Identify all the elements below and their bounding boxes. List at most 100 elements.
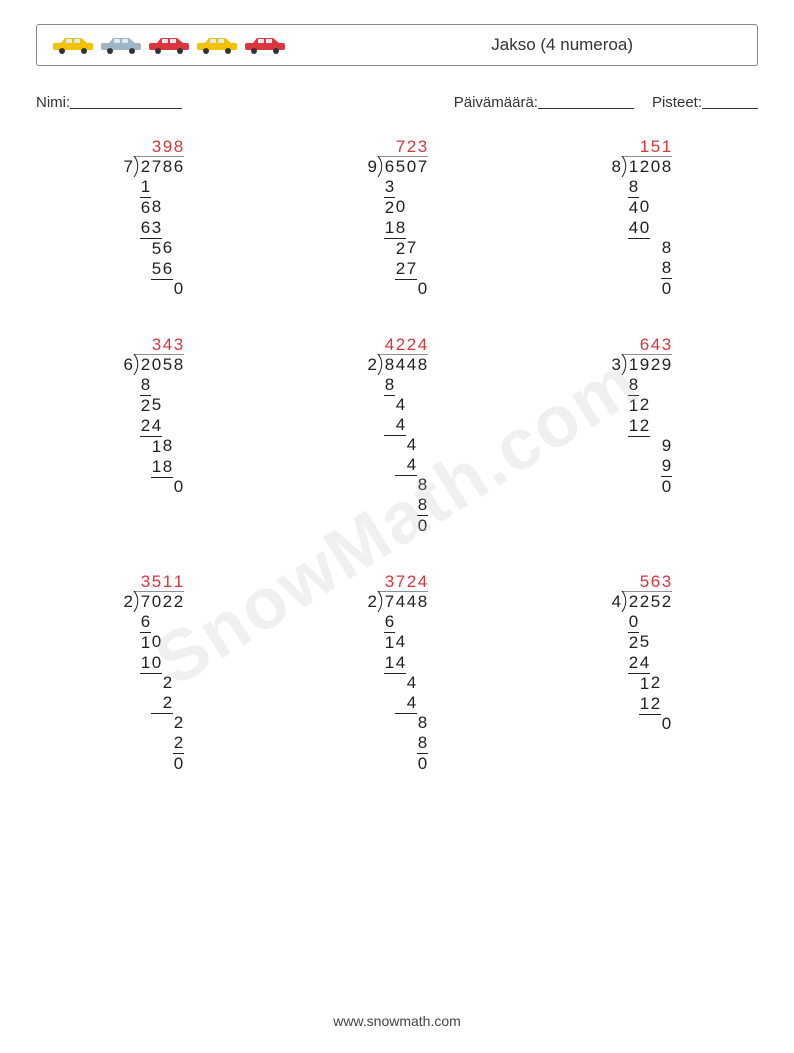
work-digit: 0 bbox=[173, 753, 184, 774]
work-digit bbox=[417, 238, 428, 259]
work-digit bbox=[628, 238, 639, 258]
work-digit bbox=[384, 693, 395, 713]
work-digit: 4 bbox=[395, 415, 406, 435]
work-digit bbox=[151, 753, 162, 774]
work-digit bbox=[151, 733, 162, 753]
work-digit bbox=[650, 238, 661, 258]
work-digit bbox=[650, 436, 661, 456]
work-digit: 6 bbox=[162, 238, 173, 259]
work-digit bbox=[650, 456, 661, 476]
work-digit: 6 bbox=[162, 259, 173, 279]
work-digit bbox=[384, 259, 395, 279]
work-digit bbox=[639, 177, 650, 197]
work-digit bbox=[162, 753, 173, 774]
division-problem: 42242844884444880 bbox=[280, 335, 514, 536]
quotient-digit: 4 bbox=[162, 335, 173, 355]
work-digit bbox=[384, 279, 395, 299]
work-digit: 2 bbox=[162, 693, 173, 713]
quotient-digit: 5 bbox=[650, 137, 661, 157]
work-digit bbox=[173, 612, 184, 632]
work-digit bbox=[162, 612, 173, 632]
work-digit bbox=[406, 612, 417, 632]
work-digit bbox=[140, 753, 151, 774]
work-digit bbox=[639, 714, 650, 734]
work-digit: 0 bbox=[151, 632, 162, 653]
work-digit: 2 bbox=[395, 259, 406, 279]
work-digit bbox=[628, 714, 639, 734]
quotient-digit: 3 bbox=[661, 335, 672, 355]
work-digit: 0 bbox=[661, 476, 672, 497]
work-digit bbox=[384, 455, 395, 475]
work-digit bbox=[162, 395, 173, 416]
division-problem: 1518120884040880 bbox=[524, 137, 758, 299]
quotient-digit: 5 bbox=[151, 572, 162, 592]
work-digit: 0 bbox=[395, 197, 406, 218]
car-icon bbox=[243, 36, 287, 54]
work-digit bbox=[628, 456, 639, 476]
work-digit: 2 bbox=[140, 395, 151, 416]
quotient-digit: 3 bbox=[384, 572, 395, 592]
work-digit: 2 bbox=[395, 238, 406, 259]
work-digit bbox=[173, 375, 184, 395]
work-digit bbox=[173, 673, 184, 693]
work-digit: 2 bbox=[628, 653, 639, 673]
work-digit: 1 bbox=[151, 436, 162, 457]
work-digit bbox=[661, 218, 672, 238]
work-digit: 5 bbox=[151, 238, 162, 259]
work-digit: 1 bbox=[140, 653, 151, 673]
divisor: 6 bbox=[122, 355, 133, 375]
work-digit bbox=[417, 197, 428, 218]
work-digit bbox=[162, 477, 173, 497]
work-digit bbox=[151, 673, 162, 693]
work-digit: 6 bbox=[384, 612, 395, 632]
work-digit: 0 bbox=[628, 612, 639, 632]
work-digit bbox=[384, 713, 395, 733]
work-digit bbox=[173, 457, 184, 477]
work-digit bbox=[395, 693, 406, 713]
work-digit bbox=[628, 436, 639, 456]
header-box: Jakso (4 numeroa) bbox=[36, 24, 758, 66]
work-digit: 1 bbox=[639, 673, 650, 694]
work-digit bbox=[162, 197, 173, 218]
quotient-digit bbox=[140, 137, 151, 157]
work-digit bbox=[140, 673, 151, 693]
work-digit: 8 bbox=[140, 375, 151, 395]
quotient-digit: 3 bbox=[140, 572, 151, 592]
work-digit bbox=[162, 733, 173, 753]
work-digit bbox=[650, 653, 661, 673]
work-digit bbox=[140, 259, 151, 279]
work-digit bbox=[140, 733, 151, 753]
name-line bbox=[70, 94, 182, 109]
work-digit bbox=[384, 415, 395, 435]
work-digit bbox=[650, 375, 661, 395]
work-digit: 0 bbox=[417, 753, 428, 774]
quotient-digit: 4 bbox=[417, 335, 428, 355]
work-digit bbox=[173, 693, 184, 713]
quotient-digit: 9 bbox=[162, 137, 173, 157]
quotient-digit: 7 bbox=[395, 137, 406, 157]
division-bracket-icon bbox=[621, 156, 673, 178]
work-digit: 1 bbox=[384, 653, 395, 673]
work-digit: 8 bbox=[384, 375, 395, 395]
quotient-digit: 3 bbox=[417, 137, 428, 157]
work-digit: 4 bbox=[151, 416, 162, 436]
work-digit: 0 bbox=[639, 218, 650, 238]
work-digit bbox=[639, 278, 650, 299]
division-problem: 3511270226101022220 bbox=[36, 572, 270, 774]
work-digit: 4 bbox=[395, 653, 406, 673]
work-digit bbox=[406, 218, 417, 238]
work-digit bbox=[639, 258, 650, 278]
division-problem: 723965073201827270 bbox=[280, 137, 514, 299]
work-digit: 1 bbox=[384, 218, 395, 238]
work-digit: 0 bbox=[661, 714, 672, 734]
work-digit: 2 bbox=[639, 416, 650, 436]
work-digit bbox=[661, 632, 672, 653]
work-digit: 1 bbox=[639, 694, 650, 714]
quotient-digit: 3 bbox=[173, 335, 184, 355]
divisor: 9 bbox=[366, 157, 377, 177]
work-digit bbox=[661, 197, 672, 218]
quotient-digit: 6 bbox=[650, 572, 661, 592]
footer-url: www.snowmath.com bbox=[0, 1013, 794, 1029]
work-digit: 0 bbox=[173, 279, 184, 299]
work-digit bbox=[151, 477, 162, 497]
